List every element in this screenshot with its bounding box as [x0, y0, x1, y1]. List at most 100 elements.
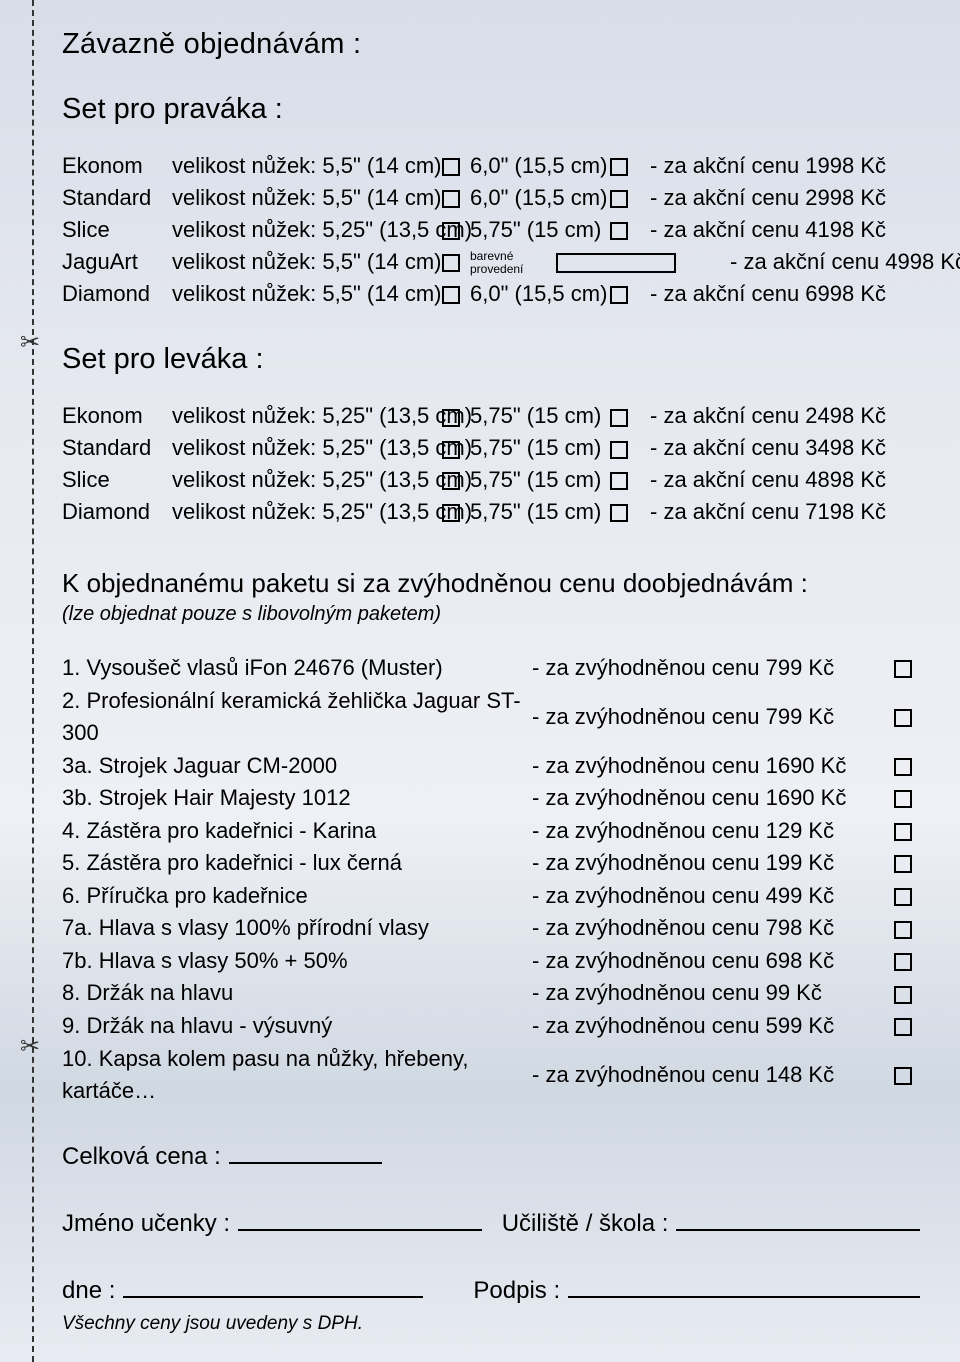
product-name: Slice — [62, 464, 172, 496]
price: - za akční cenu 1998 Kč — [650, 150, 920, 182]
product-name: JaguArt — [62, 246, 172, 278]
checkbox-size2[interactable] — [610, 158, 628, 176]
checkbox-size1[interactable] — [442, 222, 460, 240]
addon-price: - za zvýhodněnou cenu 199 Kč — [532, 847, 872, 880]
addon-row: 7a. Hlava s vlasy 100% přírodní vlasy- z… — [62, 912, 920, 945]
addon-price: - za zvýhodněnou cenu 1690 Kč — [532, 782, 872, 815]
addon-price: - za zvýhodněnou cenu 799 Kč — [532, 652, 872, 685]
addon-price: - za zvýhodněnou cenu 1690 Kč — [532, 750, 872, 783]
addon-row: 5. Zástěra pro kadeřnici - lux černá- za… — [62, 847, 920, 880]
page-title: Závazně objednávám : — [62, 28, 920, 61]
order-form: Závazně objednávám : Set pro praváka : E… — [0, 0, 960, 1355]
checkbox-size1[interactable] — [442, 190, 460, 208]
addon-checkbox[interactable] — [894, 823, 912, 841]
set-row: Slicevelikost nůžek: 5,25" (13,5 cm)5,75… — [62, 214, 920, 246]
size-1: velikost nůžek: 5,5" (14 cm) — [172, 278, 442, 310]
addon-checkbox[interactable] — [894, 758, 912, 776]
product-name: Ekonom — [62, 400, 172, 432]
addon-label: 10. Kapsa kolem pasu na nůžky, hřebeny, … — [62, 1043, 532, 1108]
addon-row: 3a. Strojek Jaguar CM-2000- za zvýhodněn… — [62, 750, 920, 783]
size-1: velikost nůžek: 5,25" (13,5 cm) — [172, 400, 442, 432]
product-name: Ekonom — [62, 150, 172, 182]
addon-price: - za zvýhodněnou cenu 798 Kč — [532, 912, 872, 945]
checkbox-size1[interactable] — [442, 472, 460, 490]
checkbox-size2[interactable] — [610, 190, 628, 208]
size-2: 6,0" (15,5 cm) — [470, 153, 607, 178]
checkbox-size2[interactable] — [610, 222, 628, 240]
addon-row: 7b. Hlava s vlasy 50% + 50%- za zvýhodně… — [62, 945, 920, 978]
addon-row: 8. Držák na hlavu- za zvýhodněnou cenu 9… — [62, 977, 920, 1010]
total-input-line[interactable] — [229, 1140, 382, 1164]
addon-checkbox[interactable] — [894, 921, 912, 939]
set-row: Slicevelikost nůžek: 5,25" (13,5 cm)5,75… — [62, 464, 920, 496]
price: - za akční cenu 4198 Kč — [650, 214, 920, 246]
checkbox-size1[interactable] — [442, 254, 460, 272]
checkbox-size2[interactable] — [610, 409, 628, 427]
addon-row: 1. Vysoušeč vlasů iFon 24676 (Muster)- z… — [62, 652, 920, 685]
addon-row: 10. Kapsa kolem pasu na nůžky, hřebeny, … — [62, 1043, 920, 1108]
section-levak-title: Set pro leváka : — [62, 343, 920, 376]
addon-checkbox[interactable] — [894, 660, 912, 678]
checkbox-size2[interactable] — [610, 286, 628, 304]
size-2: 5,75" (15 cm) — [470, 467, 601, 492]
checkbox-size1[interactable] — [442, 286, 460, 304]
addon-checkbox[interactable] — [894, 855, 912, 873]
addon-label: 7b. Hlava s vlasy 50% + 50% — [62, 945, 532, 978]
size-1: velikost nůžek: 5,25" (13,5 cm) — [172, 496, 442, 528]
size-2: 6,0" (15,5 cm) — [470, 185, 607, 210]
addon-label: 3a. Strojek Jaguar CM-2000 — [62, 750, 532, 783]
size-1: velikost nůžek: 5,5" (14 cm) — [172, 246, 442, 278]
price: - za akční cenu 6998 Kč — [650, 278, 920, 310]
date-label: dne : — [62, 1277, 115, 1305]
student-input-line[interactable] — [238, 1207, 482, 1231]
checkbox-size2[interactable] — [610, 504, 628, 522]
set-row: Ekonomvelikost nůžek: 5,25" (13,5 cm) 5,7… — [62, 400, 920, 432]
addon-label: 9. Držák na hlavu - výsuvný — [62, 1010, 532, 1043]
checkbox-size2[interactable] — [610, 472, 628, 490]
addons-title: K objednanému paketu si za zvýhodněnou c… — [62, 568, 920, 599]
checkbox-size1[interactable] — [442, 504, 460, 522]
price: - za akční cenu 3498 Kč — [650, 432, 920, 464]
checkbox-size2[interactable] — [610, 441, 628, 459]
size-2: 5,75" (15 cm) — [470, 403, 601, 428]
product-name: Standard — [62, 432, 172, 464]
set-row: Standardvelikost nůžek: 5,25" (13,5 cm) 5… — [62, 432, 920, 464]
set-row: Diamondvelikost nůžek: 5,25" (13,5 cm)5,… — [62, 496, 920, 528]
price: - za akční cenu 2998 Kč — [650, 182, 920, 214]
checkbox-size1[interactable] — [442, 158, 460, 176]
addon-row: 4. Zástěra pro kadeřnici - Karina- za zv… — [62, 815, 920, 848]
addon-price: - za zvýhodněnou cenu 799 Kč — [532, 701, 872, 734]
addon-price: - za zvýhodněnou cenu 599 Kč — [532, 1010, 872, 1043]
color-input-box[interactable] — [556, 253, 676, 273]
set-row: Ekonomvelikost nůžek: 5,5" (14 cm) 6,0" (… — [62, 150, 920, 182]
addon-price: - za zvýhodněnou cenu 129 Kč — [532, 815, 872, 848]
addon-checkbox[interactable] — [894, 790, 912, 808]
addon-checkbox[interactable] — [894, 1018, 912, 1036]
addons-note: (lze objednat pouze s libovolným paketem… — [62, 603, 920, 626]
addon-checkbox[interactable] — [894, 888, 912, 906]
school-input-line[interactable] — [676, 1207, 920, 1231]
checkbox-size1[interactable] — [442, 409, 460, 427]
addon-row: 2. Profesionální keramická žehlička Jagu… — [62, 685, 920, 750]
addon-label: 1. Vysoušeč vlasů iFon 24676 (Muster) — [62, 652, 532, 685]
addon-checkbox[interactable] — [894, 986, 912, 1004]
addon-row: 9. Držák na hlavu - výsuvný- za zvýhodně… — [62, 1010, 920, 1043]
sign-input-line[interactable] — [568, 1274, 920, 1298]
set-row: Standardvelikost nůžek: 5,5" (14 cm)6,0"… — [62, 182, 920, 214]
size-1: velikost nůžek: 5,25" (13,5 cm) — [172, 214, 442, 246]
price: - za akční cenu 4898 Kč — [650, 464, 920, 496]
size-1: velikost nůžek: 5,25" (13,5 cm) — [172, 432, 442, 464]
product-name: Diamond — [62, 278, 172, 310]
addon-checkbox[interactable] — [894, 953, 912, 971]
addon-label: 6. Příručka pro kadeřnice — [62, 880, 532, 913]
price: - za akční cenu 7198 Kč — [650, 496, 920, 528]
checkbox-size1[interactable] — [442, 441, 460, 459]
total-label: Celková cena : — [62, 1143, 221, 1171]
addon-checkbox[interactable] — [894, 1067, 912, 1085]
addon-checkbox[interactable] — [894, 709, 912, 727]
size-2: 5,75" (15 cm) — [470, 435, 601, 460]
school-label: Učiliště / škola : — [502, 1210, 669, 1238]
date-input-line[interactable] — [123, 1274, 423, 1298]
size-1: velikost nůžek: 5,5" (14 cm) — [172, 150, 442, 182]
section-pravak-title: Set pro praváka : — [62, 93, 920, 126]
